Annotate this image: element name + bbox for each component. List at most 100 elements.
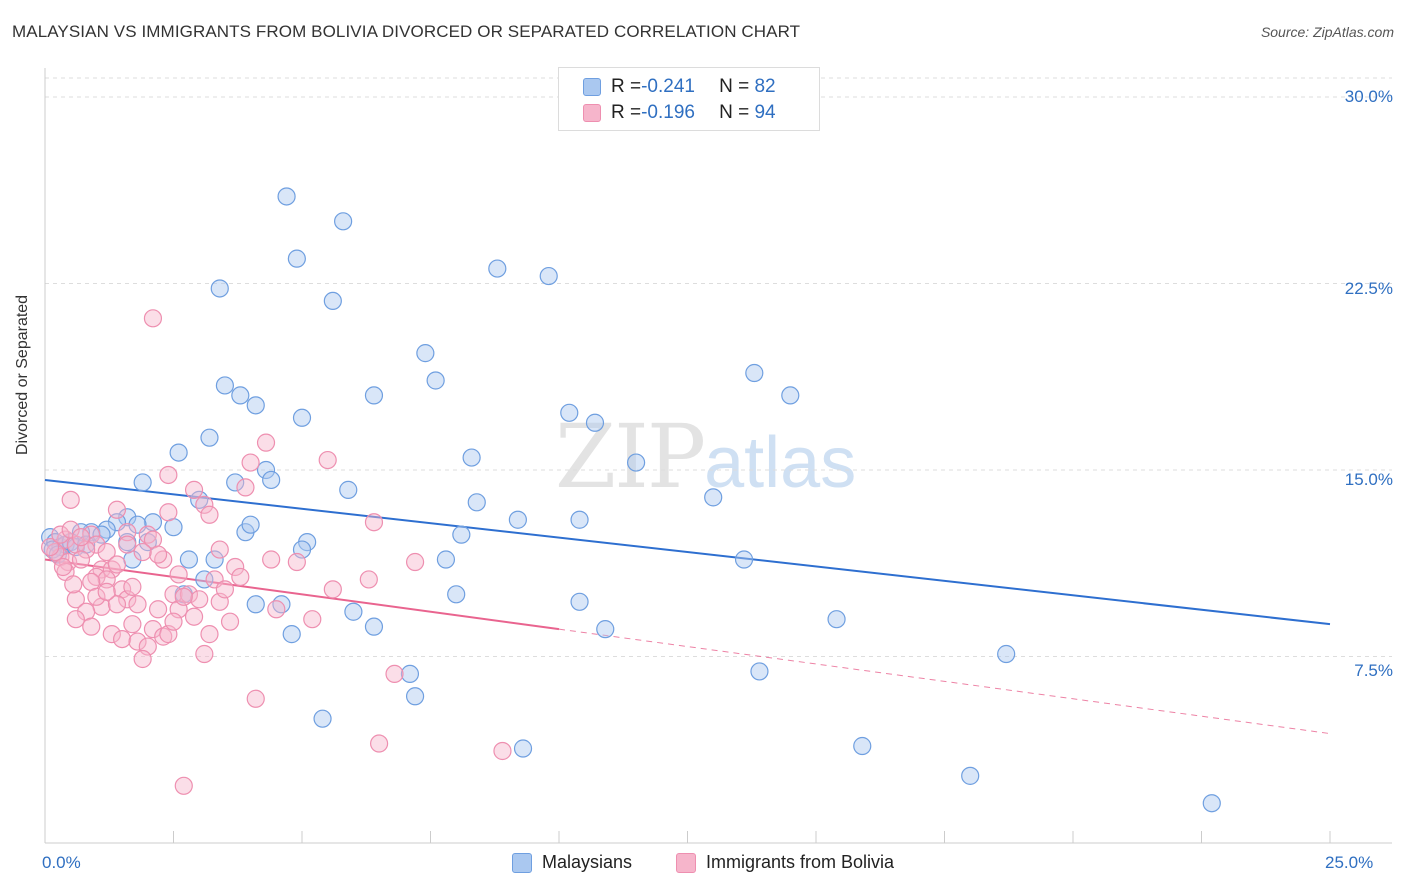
legend-label: Malaysians xyxy=(541,852,632,872)
r-value: -0.241 xyxy=(641,76,695,97)
bolivia-point xyxy=(66,590,85,609)
malaysians-point xyxy=(277,187,296,206)
malaysians-point xyxy=(781,386,800,405)
bolivia-point xyxy=(97,582,116,601)
legend-row-bolivia: R = -0.196 N = 94 xyxy=(583,101,776,125)
bolivia-point xyxy=(323,580,342,599)
bolivia-point xyxy=(169,565,188,584)
malaysians-trend-line xyxy=(44,478,1331,626)
n-value: 94 xyxy=(754,102,776,123)
malaysians-point xyxy=(364,386,384,405)
bolivia-point xyxy=(61,490,80,509)
bolivia-point xyxy=(241,453,260,472)
bolivia-point xyxy=(51,525,70,544)
malaysians-point xyxy=(246,595,265,614)
malaysians-point xyxy=(282,625,301,644)
bolivia-point xyxy=(64,575,83,594)
x-tick-label: 0.0% xyxy=(42,853,81,872)
bolivia-point xyxy=(174,776,193,795)
malaysians-point xyxy=(339,480,358,499)
malaysians-point xyxy=(190,490,209,509)
bolivia-point xyxy=(220,612,240,631)
bolivia-point xyxy=(231,567,250,587)
malaysians-point xyxy=(961,766,980,785)
malaysians-point xyxy=(292,408,312,427)
malaysians-point xyxy=(226,473,245,492)
legend-row-malaysians: R = -0.241 N = 82 xyxy=(583,75,776,99)
bolivia-point xyxy=(41,537,60,557)
bolivia-trend-line-solid xyxy=(44,558,560,631)
bolivia-point xyxy=(107,595,127,614)
legend-item-malaysians[interactable]: Malaysians xyxy=(511,852,632,873)
n-label: N = xyxy=(719,76,755,97)
bolivia-point xyxy=(143,309,163,328)
bolivia-point xyxy=(148,545,168,564)
series-legend: Malaysians Immigrants from Bolivia xyxy=(0,852,1406,873)
blue-swatch xyxy=(583,78,601,96)
malaysians-point xyxy=(734,550,754,569)
y-tick-label: 22.5% xyxy=(1344,279,1393,298)
malaysians-point xyxy=(426,371,445,390)
legend-item-bolivia[interactable]: Immigrants from Bolivia xyxy=(676,852,894,873)
malaysians-point xyxy=(997,644,1016,664)
gridlines xyxy=(45,77,1392,657)
y-axis-label: Divorced or Separated xyxy=(14,294,31,455)
malaysians-point xyxy=(215,376,234,395)
malaysians-point xyxy=(626,453,646,472)
bolivia-point xyxy=(359,570,378,589)
malaysians-point xyxy=(210,279,229,298)
malaysians-point xyxy=(1202,794,1221,813)
malaysians-point xyxy=(447,585,466,604)
malaysians-point xyxy=(400,664,420,684)
y-tick-label: 15.0% xyxy=(1344,470,1393,489)
malaysians-point xyxy=(539,266,558,286)
bolivia-point xyxy=(97,542,116,562)
malaysians-point xyxy=(827,610,846,629)
malaysians-point xyxy=(596,620,615,639)
malaysians-point xyxy=(436,550,456,569)
malaysians-point xyxy=(195,570,214,589)
malaysians-point xyxy=(43,540,62,559)
bolivia-point xyxy=(118,523,137,542)
bolivia-point xyxy=(236,478,255,497)
legend-label: Immigrants from Bolivia xyxy=(706,852,895,872)
chart-title: MALAYSIAN VS IMMIGRANTS FROM BOLIVIA DIV… xyxy=(12,22,801,41)
malaysians-point xyxy=(750,662,769,681)
bolivia-point xyxy=(97,570,116,589)
bolivia-point xyxy=(61,520,80,539)
malaysians-point xyxy=(287,249,306,268)
n-label: N = xyxy=(719,102,755,123)
bolivia-point xyxy=(267,600,286,619)
malaysians-point xyxy=(462,448,481,467)
bolivia-point xyxy=(154,550,173,569)
malaysians-point xyxy=(344,602,363,621)
bolivia-point xyxy=(133,649,152,669)
malaysians-point xyxy=(853,736,872,756)
bolivia-point xyxy=(246,689,265,708)
bolivia-point xyxy=(102,560,121,579)
malaysians-point xyxy=(416,344,435,363)
bolivia-point xyxy=(385,664,404,684)
bolivia-point xyxy=(190,590,209,609)
malaysians-point xyxy=(200,428,219,447)
bolivia-point xyxy=(493,741,512,761)
bolivia-trend-line-dashed xyxy=(558,628,1331,735)
malaysians-point xyxy=(256,460,276,480)
r-label: R = xyxy=(611,76,642,97)
bolivia-point xyxy=(123,577,142,596)
bolivia-point xyxy=(133,542,152,562)
bolivia-point xyxy=(210,540,229,559)
bolivia-point xyxy=(138,525,157,544)
bolivia-point xyxy=(200,505,219,524)
malaysians-point xyxy=(704,488,723,507)
bolivia-point xyxy=(287,552,306,572)
bolivia-point xyxy=(123,615,142,634)
bolivia-point xyxy=(184,607,204,626)
bolivia-point xyxy=(184,480,204,499)
pink-swatch xyxy=(676,852,696,873)
malaysians-point xyxy=(205,550,224,569)
bolivia-point xyxy=(112,629,132,649)
malaysians-point xyxy=(570,510,589,529)
x-tick-label: 25.0% xyxy=(1325,853,1374,872)
